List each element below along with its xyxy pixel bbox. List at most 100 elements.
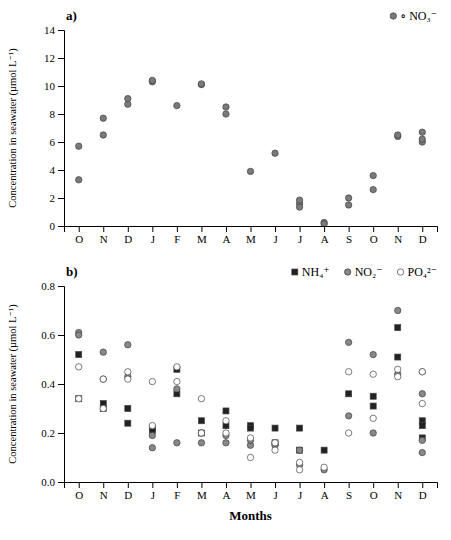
point bbox=[76, 396, 82, 402]
point bbox=[223, 440, 229, 446]
x-tick-label: J bbox=[298, 233, 303, 245]
x-tick: J bbox=[151, 226, 156, 245]
panel-label: a) bbox=[66, 8, 77, 23]
x-tick-mark bbox=[251, 482, 252, 488]
legend-marker bbox=[292, 269, 298, 275]
legend-item: ∘ NO₃⁻ bbox=[390, 9, 437, 23]
x-tick-label: S bbox=[346, 489, 352, 501]
y-tick-mark bbox=[58, 384, 64, 385]
point bbox=[296, 447, 302, 453]
point bbox=[395, 373, 401, 379]
point bbox=[76, 177, 82, 183]
x-tick: N bbox=[100, 482, 108, 501]
x-tick: J bbox=[273, 482, 278, 501]
series bbox=[76, 307, 426, 473]
legend: ∘ NO₃⁻ bbox=[390, 9, 437, 23]
x-tick-label: A bbox=[222, 489, 230, 501]
x-tick-label: J bbox=[151, 489, 156, 501]
point bbox=[272, 440, 278, 446]
point bbox=[346, 391, 352, 397]
x-tick-label: D bbox=[419, 233, 427, 245]
point bbox=[296, 467, 302, 473]
point bbox=[149, 445, 155, 451]
point bbox=[419, 391, 425, 397]
point bbox=[321, 464, 327, 470]
x-tick-label: A bbox=[321, 489, 329, 501]
x-tick-label: F bbox=[174, 489, 180, 501]
x-tick: M bbox=[246, 482, 256, 501]
x-axis-line bbox=[65, 483, 438, 489]
y-tick-mark bbox=[58, 286, 64, 287]
point bbox=[100, 376, 106, 382]
point bbox=[100, 405, 106, 411]
point bbox=[370, 172, 376, 178]
y-tick-mark bbox=[58, 335, 64, 336]
point bbox=[297, 447, 303, 453]
legend-marker bbox=[397, 269, 403, 275]
y-tick-label: 6 bbox=[50, 136, 56, 148]
y-tick: 0.4 bbox=[41, 378, 64, 390]
y-tick-label: 0 bbox=[50, 220, 56, 232]
x-tick: D bbox=[419, 226, 427, 245]
y-tick-label: 0.6 bbox=[41, 329, 55, 341]
y-tick-mark bbox=[58, 86, 64, 87]
point bbox=[198, 430, 204, 436]
legend-label: ∘ NO₃⁻ bbox=[400, 9, 437, 23]
chart: ONDJFMAMJJASOND02468101214a)∘ NO₃⁻Concen… bbox=[0, 0, 451, 540]
y-tick-mark bbox=[58, 142, 64, 143]
y-tick-label: 8 bbox=[50, 108, 56, 120]
point bbox=[296, 459, 302, 465]
point bbox=[370, 186, 376, 192]
point bbox=[419, 369, 425, 375]
point bbox=[395, 307, 401, 313]
point bbox=[321, 447, 327, 453]
point bbox=[370, 393, 376, 399]
point bbox=[198, 430, 204, 436]
legend-marker bbox=[390, 13, 396, 19]
x-axis-line bbox=[65, 227, 438, 233]
point bbox=[370, 371, 376, 377]
point bbox=[100, 132, 106, 138]
point bbox=[370, 351, 376, 357]
series bbox=[76, 77, 426, 226]
point bbox=[198, 396, 204, 402]
point bbox=[198, 430, 204, 436]
x-tick-mark bbox=[373, 226, 374, 232]
point bbox=[296, 197, 302, 203]
legend-label: NH₄⁺ bbox=[302, 265, 330, 279]
point bbox=[272, 440, 278, 446]
x-tick-mark bbox=[275, 226, 276, 232]
y-tick: 0.8 bbox=[41, 280, 64, 292]
x-tick-label: M bbox=[197, 233, 207, 245]
x-tick-label: F bbox=[174, 233, 180, 245]
point bbox=[345, 202, 351, 208]
x-tick-mark bbox=[251, 226, 252, 232]
x-tick-label: D bbox=[419, 489, 427, 501]
point bbox=[272, 440, 278, 446]
y-tick-label: 0.0 bbox=[41, 476, 55, 488]
x-tick: A bbox=[222, 226, 230, 245]
point bbox=[419, 369, 425, 375]
point bbox=[370, 415, 376, 421]
x-tick-label: N bbox=[100, 233, 108, 245]
x-tick-mark bbox=[152, 226, 153, 232]
point bbox=[100, 406, 106, 412]
point bbox=[149, 432, 155, 438]
y-tick: 0.2 bbox=[41, 427, 64, 439]
point bbox=[125, 420, 131, 426]
x-tick-label: M bbox=[246, 233, 256, 245]
point bbox=[100, 115, 106, 121]
point bbox=[149, 77, 155, 83]
point bbox=[272, 447, 278, 453]
x-tick: O bbox=[370, 226, 378, 245]
y-tick-mark bbox=[58, 198, 64, 199]
point bbox=[149, 378, 155, 384]
point bbox=[419, 437, 425, 443]
x-tick-mark bbox=[349, 226, 350, 232]
y-tick-label: 14 bbox=[44, 24, 56, 36]
point bbox=[125, 376, 131, 382]
point bbox=[247, 168, 253, 174]
x-tick-label: D bbox=[124, 489, 132, 501]
y-axis: 02468101214 bbox=[44, 24, 65, 232]
x-tick-mark bbox=[324, 226, 325, 232]
